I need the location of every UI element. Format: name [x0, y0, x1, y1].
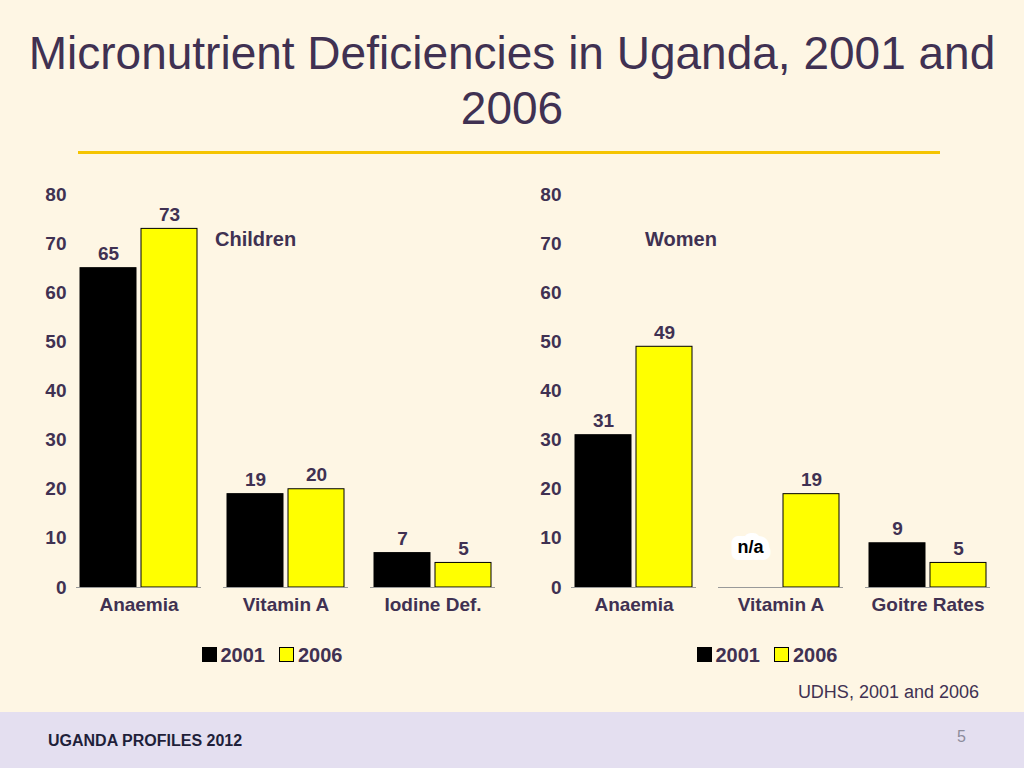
html-text:Children: Children: [215, 228, 297, 250]
svg-text:60: 60: [45, 282, 66, 303]
svg-text:65: 65: [98, 243, 120, 264]
svg-text:31: 31: [593, 410, 615, 431]
svg-text:30: 30: [45, 429, 66, 450]
svg-text:Vitamin A: Vitamin A: [243, 594, 330, 615]
svg-text:0: 0: [551, 577, 562, 598]
html-text:2001: 2001: [715, 644, 760, 666]
svg-text:10: 10: [45, 527, 66, 548]
svg-text:40: 40: [45, 380, 66, 401]
html-text:5: 5: [957, 728, 966, 745]
svg-text:5: 5: [953, 538, 964, 559]
svg-text:Goitre Rates: Goitre Rates: [872, 594, 985, 615]
svg-text:20: 20: [540, 478, 561, 499]
svg-text:Anaemia: Anaemia: [99, 594, 179, 615]
html-text:2001: 2001: [220, 644, 265, 666]
svg-text:70: 70: [540, 233, 561, 254]
svg-text:Iodine Def.: Iodine Def.: [384, 594, 481, 615]
svg-text:80: 80: [540, 184, 561, 205]
html-text:Women: Women: [645, 228, 717, 250]
svg-text:7: 7: [397, 528, 408, 549]
svg-text:49: 49: [654, 322, 675, 343]
html-text:UDHS, 2001 and 2006: UDHS, 2001 and 2006: [797, 682, 979, 702]
svg-text:60: 60: [540, 282, 561, 303]
html-text:2006: 2006: [298, 644, 343, 666]
svg-text:50: 50: [540, 331, 561, 352]
html-text:UGANDA PROFILES 2012: UGANDA PROFILES 2012: [48, 732, 243, 749]
svg-text:19: 19: [801, 469, 822, 490]
svg-text:73: 73: [159, 204, 180, 225]
svg-text:5: 5: [458, 538, 469, 559]
svg-text:10: 10: [540, 527, 561, 548]
svg-text:n/a: n/a: [737, 537, 764, 557]
svg-text:Vitamin A: Vitamin A: [738, 594, 825, 615]
svg-text:20: 20: [45, 478, 66, 499]
svg-text:19: 19: [245, 469, 266, 490]
svg-text:70: 70: [45, 233, 66, 254]
svg-text:Anaemia: Anaemia: [594, 594, 674, 615]
svg-text:9: 9: [892, 518, 903, 539]
svg-text:20: 20: [306, 464, 327, 485]
svg-text:80: 80: [45, 184, 66, 205]
svg-text:0: 0: [56, 577, 67, 598]
html-text:2006: 2006: [793, 644, 838, 666]
svg-text:50: 50: [45, 331, 66, 352]
html-text:Micronutrient Deficiencies in: Micronutrient Deficiencies in Uganda, 20…: [28, 27, 996, 135]
svg-text:40: 40: [540, 380, 561, 401]
svg-text:30: 30: [540, 429, 561, 450]
